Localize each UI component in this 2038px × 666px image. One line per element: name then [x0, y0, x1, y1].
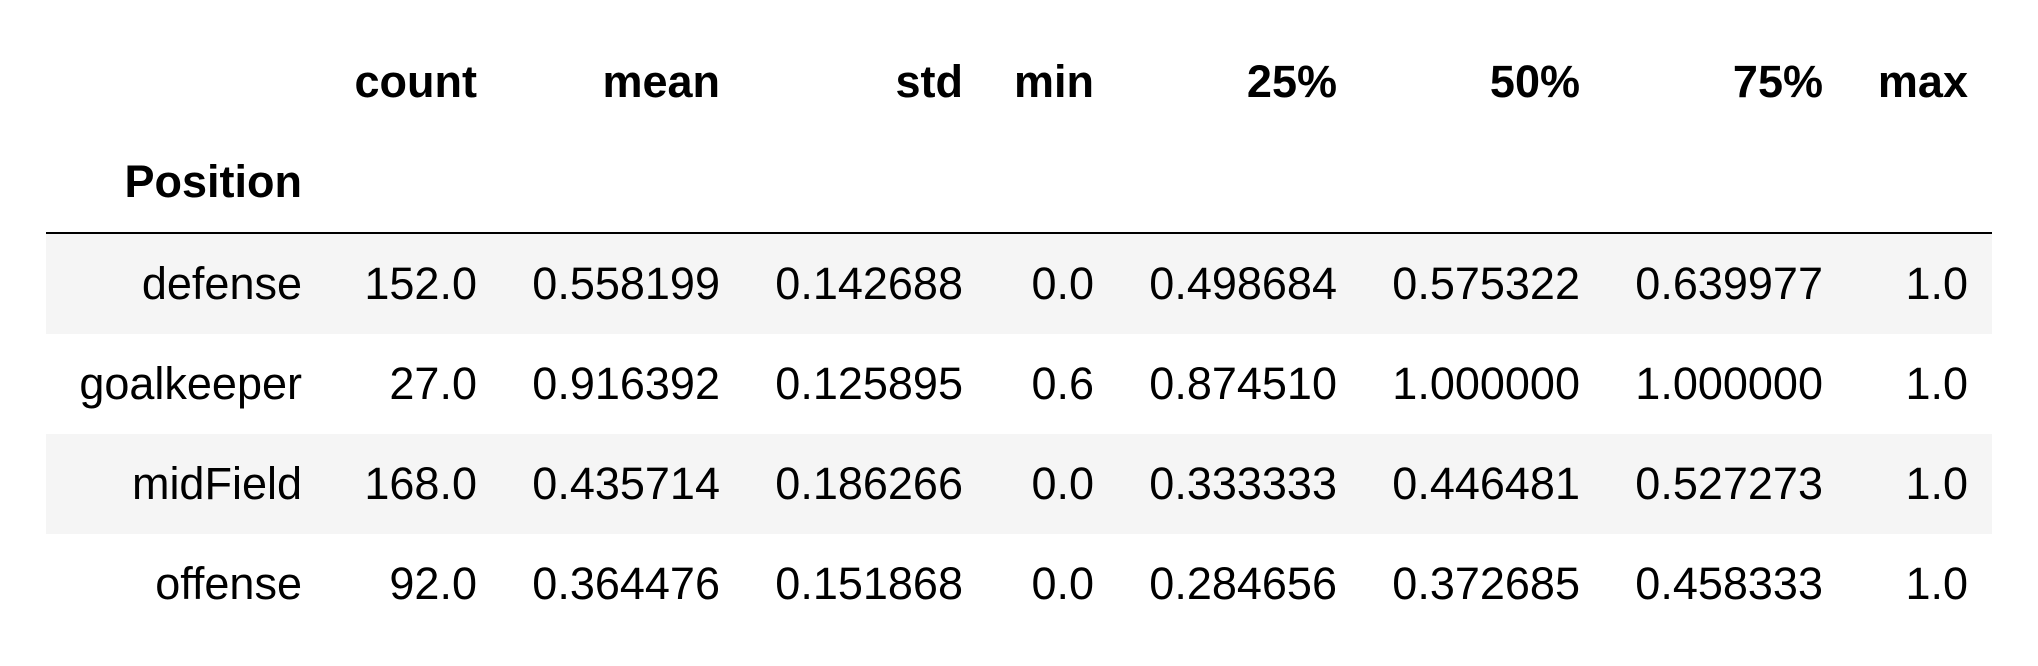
table-cell: 152.0: [364, 258, 477, 309]
table-cell: 27.0: [389, 358, 477, 409]
table-row: goalkeeper 27.0 0.916392 0.125895 0.6 0.…: [46, 334, 1992, 434]
table-cell: 0.372685: [1392, 558, 1580, 609]
table-cell: 0.125895: [775, 358, 963, 409]
table-cell: 0.284656: [1149, 558, 1337, 609]
row-label: offense: [155, 558, 302, 609]
index-name-header: Position: [46, 132, 326, 234]
column-header: 50%: [1489, 56, 1580, 107]
table-cell: 0.435714: [532, 458, 720, 509]
table-cell: 0.0: [1031, 558, 1094, 609]
table-cell: 1.0: [1905, 358, 1968, 409]
table-row: midField 168.0 0.435714 0.186266 0.0 0.3…: [46, 434, 1992, 534]
table-cell: 0.498684: [1149, 258, 1337, 309]
empty-header-cell: [987, 132, 1118, 234]
column-header: std: [895, 56, 964, 107]
empty-header-cell: [1118, 132, 1361, 234]
table-cell: 92.0: [389, 558, 477, 609]
table-cell: 0.186266: [775, 458, 963, 509]
empty-header-cell: [326, 132, 501, 234]
table-cell: 0.558199: [532, 258, 720, 309]
table-cell: 0.364476: [532, 558, 720, 609]
dataframe-table: count mean std min 25% 50% 75% max Posit…: [46, 32, 1992, 634]
table-row: offense 92.0 0.364476 0.151868 0.0 0.284…: [46, 534, 1992, 634]
table-cell: 1.0: [1905, 458, 1968, 509]
row-label: defense: [141, 258, 302, 309]
column-header: max: [1877, 56, 1968, 107]
table-cell: 0.151868: [775, 558, 963, 609]
column-header: count: [354, 56, 477, 107]
table-cell: 0.446481: [1392, 458, 1580, 509]
column-header: min: [1013, 56, 1094, 107]
table-cell: 0.333333: [1149, 458, 1337, 509]
table-cell: 0.0: [1031, 458, 1094, 509]
index-corner-cell: [46, 32, 326, 132]
table-cell: 0.639977: [1635, 258, 1823, 309]
column-header: mean: [602, 56, 720, 107]
empty-header-cell: [1604, 132, 1847, 234]
column-header: 25%: [1246, 56, 1337, 107]
column-header-row: count mean std min 25% 50% 75% max: [46, 32, 1992, 132]
table-cell: 0.575322: [1392, 258, 1580, 309]
row-label: goalkeeper: [79, 358, 302, 409]
table-cell: 1.0: [1905, 558, 1968, 609]
table-cell: 0.0: [1031, 258, 1094, 309]
empty-header-cell: [1361, 132, 1604, 234]
table-cell: 168.0: [364, 458, 477, 509]
empty-header-cell: [744, 132, 987, 234]
table-cell: 0.916392: [532, 358, 720, 409]
column-header: 75%: [1732, 56, 1823, 107]
table-row: defense 152.0 0.558199 0.142688 0.0 0.49…: [46, 233, 1992, 334]
table-cell: 0.6: [1031, 358, 1094, 409]
empty-header-cell: [501, 132, 744, 234]
table-cell: 1.000000: [1635, 358, 1823, 409]
table-cell: 1.0: [1905, 258, 1968, 309]
index-name-row: Position: [46, 132, 1992, 234]
row-label: midField: [131, 458, 302, 509]
table-cell: 1.000000: [1392, 358, 1580, 409]
table-cell: 0.527273: [1635, 458, 1823, 509]
dataframe-container: count mean std min 25% 50% 75% max Posit…: [46, 32, 1992, 634]
table-cell: 0.142688: [775, 258, 963, 309]
table-cell: 0.874510: [1149, 358, 1337, 409]
table-cell: 0.458333: [1635, 558, 1823, 609]
empty-header-cell: [1847, 132, 1992, 234]
